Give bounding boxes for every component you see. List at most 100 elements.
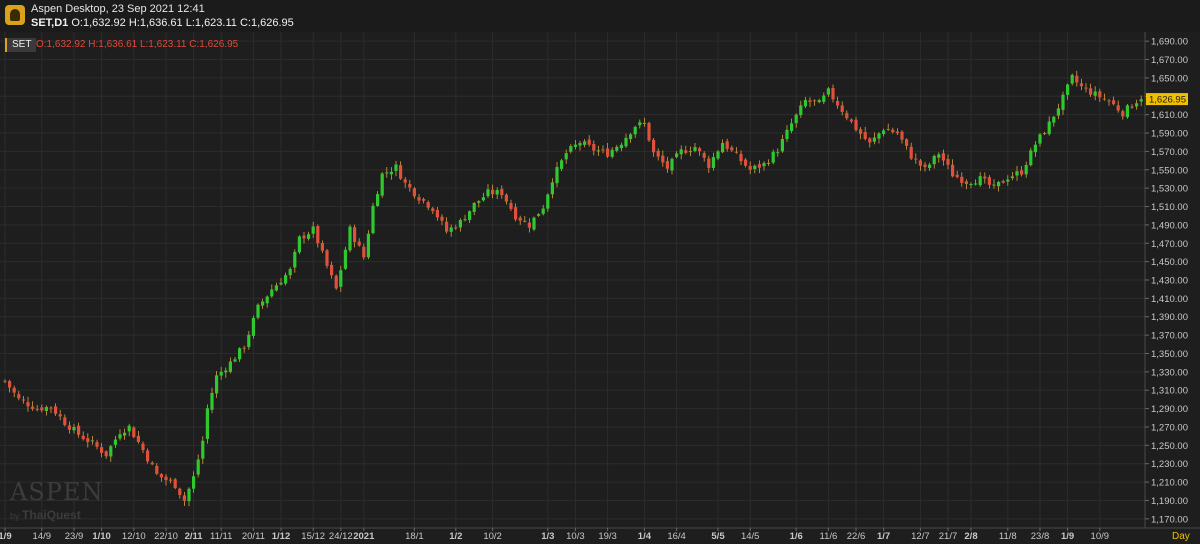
- candle-body: [224, 370, 228, 373]
- candle-body: [509, 203, 513, 209]
- candle-body: [679, 149, 683, 155]
- candle-body: [274, 285, 278, 291]
- y-tick-label: 1,670.00: [1151, 55, 1188, 66]
- candle-body: [992, 184, 996, 186]
- candle-body: [150, 462, 154, 465]
- candle-body: [389, 171, 393, 175]
- candle-body: [891, 129, 895, 133]
- candle-body: [366, 233, 370, 258]
- candle-body: [753, 165, 757, 169]
- candle-body: [716, 151, 720, 159]
- candle-body: [1033, 144, 1037, 153]
- candle-body: [849, 119, 853, 122]
- candle-body: [1020, 170, 1024, 175]
- candle-body: [905, 139, 909, 146]
- candle-body: [702, 153, 706, 158]
- candle-body: [592, 143, 596, 151]
- y-tick-label: 1,490.00: [1151, 220, 1188, 231]
- candle-body: [12, 387, 16, 393]
- y-tick-label: 1,470.00: [1151, 239, 1188, 250]
- candle-body: [486, 189, 490, 197]
- price-axis[interactable]: 1,170.00 1,190.00 1,210.00 1,230.00 1,250.00…: [1145, 37, 1188, 526]
- candle-body: [914, 158, 918, 160]
- candle-body: [100, 447, 104, 453]
- x-tick-label: 1/3: [541, 531, 554, 542]
- candle-body: [72, 426, 76, 431]
- candle-body: [983, 176, 987, 179]
- price-tag-label: 1,626.95: [1149, 95, 1186, 106]
- candle-body: [799, 105, 803, 116]
- candle-body: [458, 220, 462, 228]
- candle-body: [840, 105, 844, 112]
- candle-body: [463, 219, 467, 221]
- candle-body: [822, 95, 826, 102]
- candle-body: [136, 435, 140, 442]
- candle-body: [941, 153, 945, 161]
- timeframe-label[interactable]: Day: [1172, 531, 1190, 542]
- y-tick-label: 1,610.00: [1151, 110, 1188, 121]
- symbol-timeframe: SET,D1: [31, 17, 69, 29]
- header-ohlc: SET,D1 O:1,632.92 H:1,636.61 L:1,623.11 …: [31, 17, 294, 29]
- candle-body: [606, 148, 610, 157]
- candle-body: [348, 226, 352, 251]
- x-tick-label: 12/7: [911, 531, 930, 542]
- legend-symbol[interactable]: SET: [5, 38, 37, 52]
- candle-body: [178, 488, 182, 495]
- candle-body: [307, 234, 311, 239]
- candle-body: [725, 141, 729, 149]
- candle-body: [541, 208, 545, 214]
- candle-body: [311, 226, 315, 234]
- candle-body: [431, 208, 435, 212]
- x-tick-label: 1/12: [272, 531, 291, 542]
- candle-body: [1010, 176, 1014, 179]
- candle-body: [560, 160, 564, 169]
- candle-body: [1107, 100, 1111, 102]
- candle-body: [1135, 103, 1139, 107]
- candle-body: [417, 197, 421, 201]
- candle-body: [109, 446, 113, 457]
- candle-body: [615, 146, 619, 151]
- x-tick-label: 22/10: [154, 531, 178, 542]
- time-axis[interactable]: 1/9 14/9 23/9 1/10 12/10 22/10 2/11 11/11 20/11 1…: [0, 528, 1109, 542]
- x-tick-label: 19/3: [598, 531, 617, 542]
- candle-body: [35, 408, 39, 410]
- x-tick-label: 11/8: [999, 531, 1017, 542]
- candle-body: [707, 158, 711, 168]
- x-tick-label: 10/9: [1091, 531, 1110, 542]
- candle-body: [665, 161, 669, 169]
- candle-body: [353, 227, 357, 242]
- y-tick-label: 1,310.00: [1151, 386, 1188, 397]
- y-tick-label: 1,210.00: [1151, 478, 1188, 489]
- candle-body: [688, 151, 692, 153]
- candle-body: [86, 438, 90, 443]
- candle-body: [1015, 171, 1019, 176]
- candle-body: [518, 217, 522, 221]
- candle-body: [642, 122, 646, 124]
- candle-body: [748, 166, 752, 170]
- candle-body: [854, 119, 858, 131]
- candle-body: [1006, 179, 1010, 182]
- candle-body: [357, 241, 361, 246]
- candle-body: [523, 220, 527, 222]
- candle-body: [445, 221, 449, 232]
- candle-body: [339, 270, 343, 287]
- candle-body: [638, 122, 642, 126]
- candle-body: [422, 198, 426, 201]
- candle-body: [670, 158, 674, 171]
- candle-body: [652, 139, 656, 153]
- candle-body: [550, 182, 554, 195]
- candle-body: [785, 129, 789, 139]
- candle-body: [1084, 87, 1088, 89]
- candle-body: [546, 194, 550, 209]
- candle-body: [1052, 116, 1056, 123]
- y-tick-label: 1,690.00: [1151, 37, 1188, 48]
- candle-body: [385, 172, 389, 174]
- candle-body: [242, 347, 246, 349]
- candle-body: [578, 143, 582, 146]
- candle-body: [320, 242, 324, 251]
- candle-body: [297, 236, 301, 253]
- legend-ohlc: O:1,632.92 H:1,636.61 L:1,623.11 C:1,626…: [36, 39, 239, 50]
- candle-body: [863, 132, 867, 140]
- candle-body: [325, 250, 329, 266]
